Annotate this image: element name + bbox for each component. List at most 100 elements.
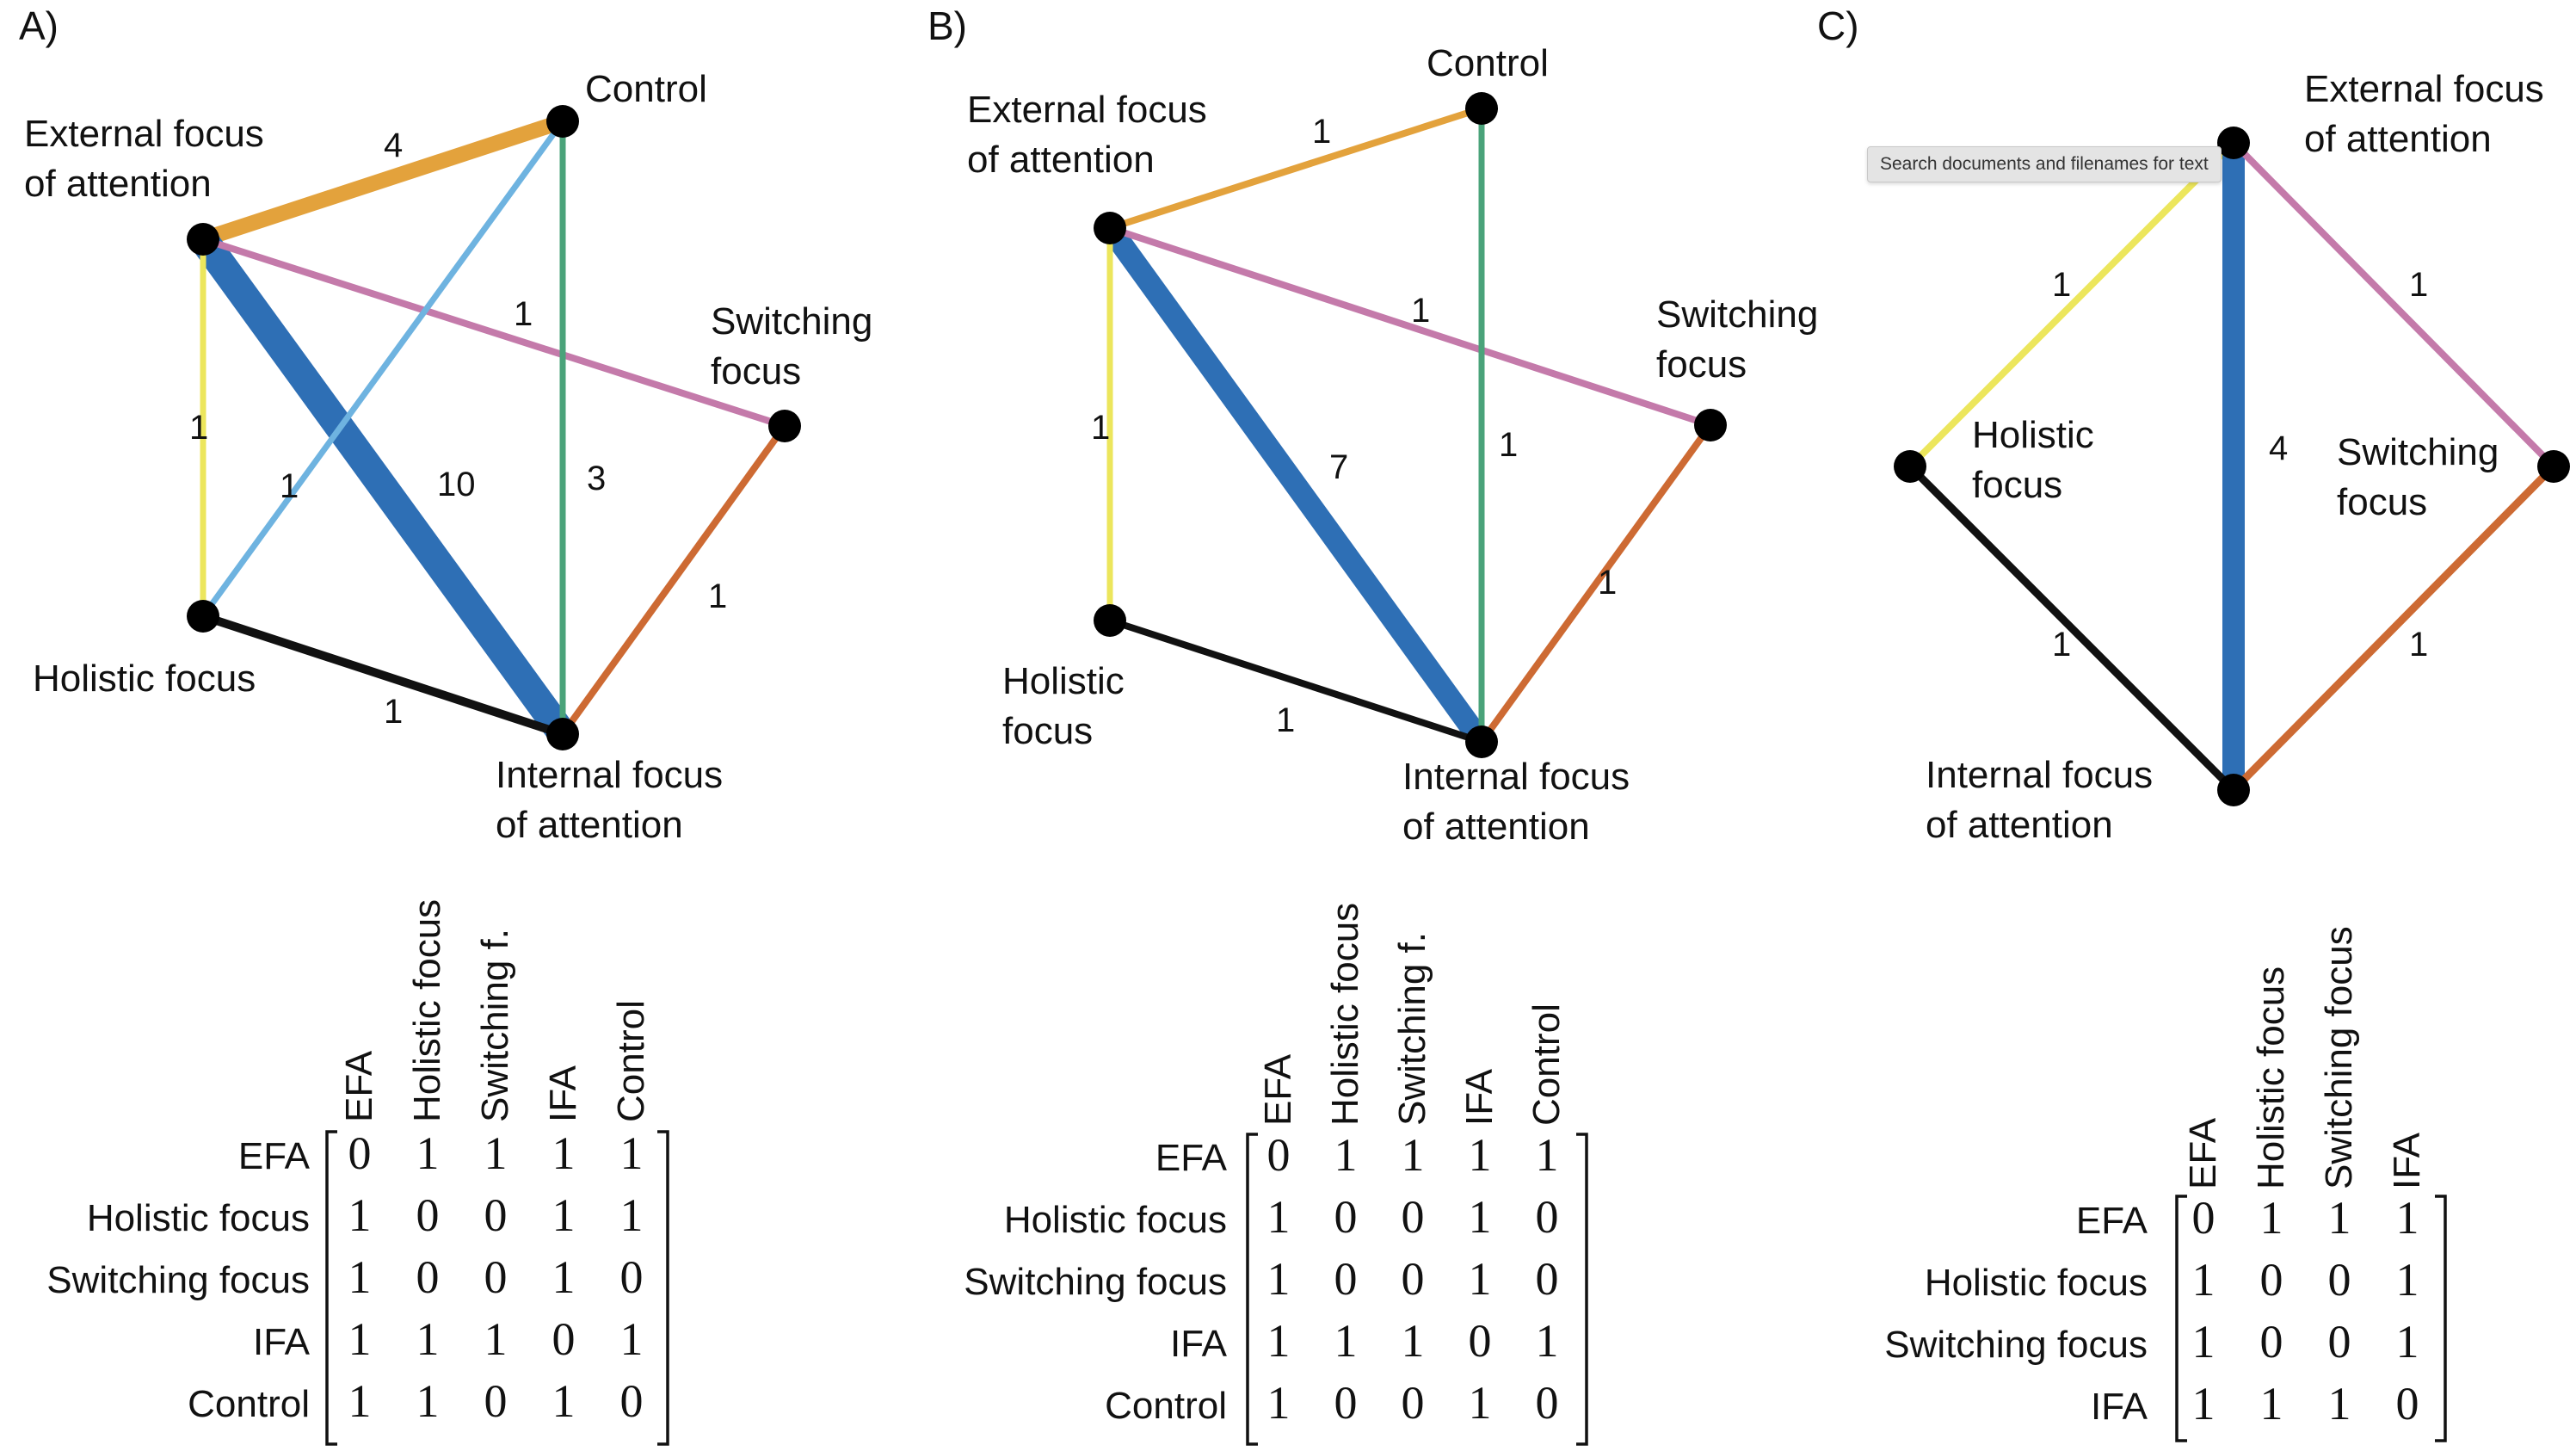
- matrix-cell: 1: [2192, 1316, 2215, 1368]
- matrix-row-header: EFA: [1156, 1137, 1228, 1179]
- matrix-cell: 1: [2260, 1192, 2283, 1244]
- matrix-row-header: Holistic focus: [1925, 1262, 2148, 1304]
- matrix-col-header: IFA: [1458, 1068, 1501, 1126]
- matrix-right-bracket: [1576, 1133, 1588, 1446]
- matrix-col-header: Switching f.: [1391, 932, 1433, 1126]
- node-label: Internal focus of attention: [1402, 756, 1630, 848]
- matrix-right-bracket: [2435, 1195, 2447, 1442]
- edge-efa-switching: [2231, 140, 2556, 469]
- matrix-row-header: IFA: [1170, 1323, 1228, 1365]
- edge-switching-ifa: [559, 423, 788, 737]
- edge-weight-label: 7: [1329, 448, 1348, 486]
- matrix-cell: 0: [1469, 1315, 1492, 1367]
- edge-weight-label: 1: [514, 295, 533, 333]
- panel-letter: C): [1817, 3, 1859, 48]
- matrix-cell: 0: [2192, 1192, 2215, 1244]
- matrix-cell: 0: [552, 1313, 576, 1365]
- matrix-cell: 1: [2192, 1378, 2215, 1429]
- matrix-cell: 0: [2328, 1316, 2351, 1368]
- node-switching: [768, 410, 801, 442]
- edge-efa-control: [200, 114, 565, 247]
- matrix-cell: 1: [348, 1313, 372, 1365]
- matrix-col-header: EFA: [338, 1050, 380, 1122]
- matrix-cell: 1: [416, 1375, 440, 1427]
- matrix-cell: 1: [552, 1127, 576, 1179]
- node-holistic: [187, 600, 219, 633]
- matrix-cell: 0: [484, 1189, 508, 1241]
- matrix-cell: 1: [552, 1189, 576, 1241]
- edge-weight-label: 1: [280, 467, 299, 505]
- matrix-col-header: Holistic focus: [406, 899, 448, 1122]
- matrix-cell: 1: [484, 1313, 508, 1365]
- matrix-cell: 1: [620, 1313, 644, 1365]
- edge-holistic-ifa: [201, 612, 564, 738]
- edge-weight-label: 4: [2269, 429, 2288, 467]
- node-label: Internal focus of attention: [496, 754, 723, 846]
- node-label: Switching focus: [711, 300, 872, 392]
- matrix-col-header: Control: [610, 1000, 652, 1122]
- node-label: External focus of attention: [24, 113, 264, 205]
- matrix-cell: 0: [348, 1127, 372, 1179]
- edge-weight-label: 1: [2409, 266, 2428, 304]
- node-label: External focus of attention: [2304, 68, 2544, 160]
- matrix-cell: 1: [1267, 1191, 1291, 1243]
- matrix-row-header: Switching focus: [964, 1261, 1227, 1303]
- matrix-row-header: EFA: [2076, 1200, 2148, 1242]
- edge-weight-label: 1: [1312, 113, 1331, 151]
- matrix-cell: 1: [1402, 1315, 1425, 1367]
- edge-efa-switching: [1108, 225, 1712, 429]
- matrix-cell: 1: [348, 1251, 372, 1303]
- matrix-cell: 1: [348, 1189, 372, 1241]
- matrix-cell: 1: [1267, 1377, 1291, 1429]
- matrix-col-header: Holistic focus: [1324, 903, 1366, 1126]
- edge-holistic-ifa: [1907, 463, 2237, 793]
- panel-letter: B): [927, 3, 967, 48]
- matrix-cell: 1: [1536, 1129, 1559, 1181]
- matrix-right-bracket: [657, 1130, 669, 1446]
- panel-letter: A): [19, 3, 59, 48]
- node-label: Control: [1427, 42, 1549, 84]
- matrix-row-header: Control: [188, 1383, 310, 1425]
- edge-weight-label: 1: [708, 577, 727, 615]
- matrix-cell: 1: [348, 1375, 372, 1427]
- edge-weight-label: 4: [384, 127, 403, 164]
- matrix-row-header: Holistic focus: [1004, 1199, 1227, 1241]
- matrix-cell: 0: [620, 1251, 644, 1303]
- matrix-col-header: EFA: [2182, 1117, 2224, 1189]
- matrix-row-header: EFA: [238, 1135, 311, 1177]
- matrix-col-header: IFA: [2386, 1132, 2428, 1189]
- matrix-cell: 1: [2328, 1378, 2351, 1429]
- matrix-col-header: Control: [1525, 1003, 1568, 1126]
- adjacency-matrix: EFA Holistic focus Switching focus IFA EFA Ho…: [1884, 926, 2447, 1442]
- matrix-cell: 0: [484, 1375, 508, 1427]
- matrix-cell: 1: [416, 1127, 440, 1179]
- matrix-row-header: Switching focus: [46, 1259, 310, 1301]
- edge-switching-ifa: [1478, 423, 1714, 744]
- matrix-cell: 0: [1334, 1191, 1358, 1243]
- node-switching: [1694, 409, 1727, 441]
- node-label: Internal focus of attention: [1926, 754, 2153, 846]
- node-efa: [2217, 127, 2250, 159]
- matrix-cell: 1: [2328, 1192, 2351, 1244]
- node-holistic: [1894, 450, 1926, 483]
- node-label: Switching focus: [2337, 431, 2499, 523]
- edge-weight-label: 10: [437, 466, 476, 503]
- graph-edges: [1100, 105, 1714, 749]
- edge-weight-label: 3: [587, 460, 606, 497]
- matrix-cell: 1: [1267, 1253, 1291, 1305]
- matrix-cell: 0: [2260, 1254, 2283, 1306]
- matrix-cell: 0: [1536, 1253, 1559, 1305]
- matrix-cell: 1: [1267, 1315, 1291, 1367]
- node-control: [1465, 92, 1498, 125]
- graph-edges: [1907, 140, 2557, 793]
- edge-switching-ifa: [2230, 463, 2557, 793]
- matrix-cell: 1: [620, 1127, 644, 1179]
- edge-weight-label: 1: [1499, 426, 1518, 464]
- matrix-col-header: Switching f.: [474, 929, 516, 1122]
- matrix-cell: 1: [1536, 1315, 1559, 1367]
- matrix-cell: 0: [416, 1251, 440, 1303]
- node-ifa: [546, 718, 579, 750]
- matrix-cell: 0: [620, 1375, 644, 1427]
